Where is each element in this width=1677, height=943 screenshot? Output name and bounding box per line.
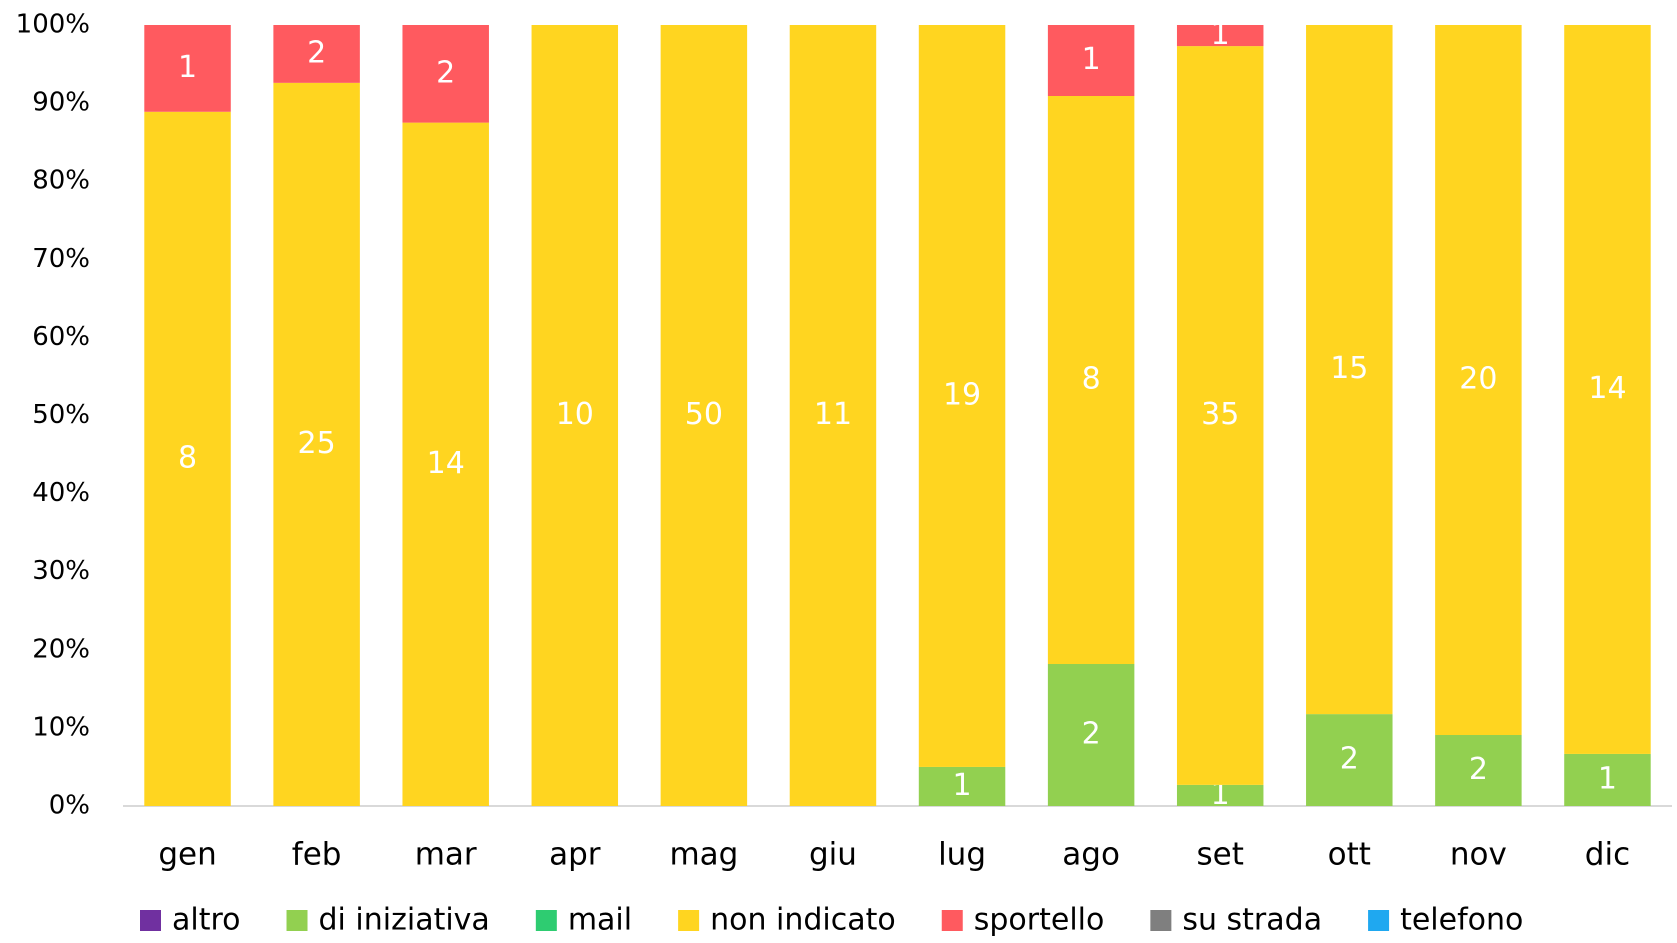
data-label: 11 (814, 397, 852, 432)
bar-segment (1176, 784, 1264, 806)
bar-segment (789, 25, 877, 806)
y-tick-label: 70% (32, 244, 90, 274)
bar-segment (918, 766, 1006, 806)
data-label: 8 (1082, 362, 1101, 397)
bar-segment (1047, 96, 1135, 664)
x-tick-label: lug (938, 837, 986, 873)
bar-segment (144, 111, 231, 807)
y-tick-label: 90% (32, 88, 90, 118)
x-tick-label: ott (1328, 837, 1371, 873)
y-tick-label: 10% (32, 712, 90, 742)
data-label: 1 (178, 50, 197, 85)
legend-label: altro (172, 903, 241, 938)
data-label: 1 (952, 768, 971, 803)
x-tick-label: giu (809, 837, 857, 873)
y-tick-label: 20% (32, 634, 90, 664)
data-label: 14 (427, 446, 465, 481)
x-tick-label: apr (549, 837, 601, 873)
bar-segment (660, 25, 748, 806)
legend-label: mail (568, 903, 632, 938)
legend-label: di iniziativa (319, 903, 490, 938)
data-label: 15 (1330, 351, 1368, 386)
bar-segment (402, 25, 489, 123)
data-label: 8 (178, 440, 197, 475)
bar-segment (1564, 753, 1651, 806)
bar-segment (1306, 25, 1393, 715)
x-tick-label: gen (158, 837, 216, 873)
bar-segment (531, 25, 619, 806)
legend-swatch (1368, 910, 1390, 931)
bar-segment (1435, 735, 1522, 806)
bar-segment (1176, 46, 1264, 785)
y-tick-label: 100% (16, 10, 90, 40)
x-tick-label: feb (292, 837, 342, 873)
x-tick-label: mag (669, 837, 738, 873)
bar-segment (1047, 664, 1135, 806)
data-label: 1 (1082, 42, 1101, 77)
legend-swatch (140, 910, 161, 931)
data-label: 2 (436, 55, 455, 90)
bar-segment (402, 122, 489, 806)
data-label: 1 (1598, 761, 1617, 796)
data-label: 1 (1211, 777, 1230, 812)
y-tick-label: 0% (49, 791, 90, 821)
data-label: 1 (1211, 17, 1230, 52)
legend-label: telefono (1400, 903, 1523, 938)
x-tick-label: set (1197, 837, 1244, 873)
x-tick-label: mar (415, 837, 477, 873)
bar-segment (918, 25, 1006, 767)
bar-segment (1306, 714, 1393, 806)
bar-segment (1564, 25, 1651, 754)
legend-label: non indicato (710, 903, 896, 938)
data-label: 25 (298, 426, 336, 461)
bar-segment (144, 25, 231, 112)
bar-segment (1047, 25, 1135, 96)
bar-segment (273, 25, 360, 83)
data-label: 19 (943, 377, 981, 412)
data-label: 10 (556, 397, 594, 432)
y-tick-label: 60% (32, 322, 90, 352)
legend-swatch (1150, 910, 1172, 931)
bar-segment (1435, 25, 1522, 735)
legend-label: sportello (974, 903, 1105, 938)
legend-swatch (535, 910, 557, 931)
y-tick-label: 50% (32, 400, 90, 430)
data-label: 35 (1201, 397, 1239, 432)
bar-segment (273, 82, 360, 806)
y-tick-label: 40% (32, 478, 90, 508)
data-label: 2 (1340, 742, 1359, 777)
y-tick-label: 30% (32, 556, 90, 586)
legend-swatch (678, 910, 700, 931)
legend-swatch (941, 910, 963, 931)
y-tick-label: 80% (32, 166, 90, 196)
data-label: 2 (1469, 752, 1488, 787)
bar-segment (1176, 25, 1264, 47)
legend-swatch (286, 910, 308, 931)
data-label: 2 (1082, 717, 1101, 752)
legend-label: su strada (1182, 903, 1322, 938)
x-tick-label: ago (1062, 837, 1120, 873)
data-label: 20 (1459, 362, 1497, 397)
data-label: 50 (685, 397, 723, 432)
data-label: 2 (307, 35, 326, 70)
data-label: 14 (1588, 371, 1626, 406)
x-tick-label: dic (1585, 837, 1630, 873)
x-tick-label: nov (1450, 837, 1507, 873)
